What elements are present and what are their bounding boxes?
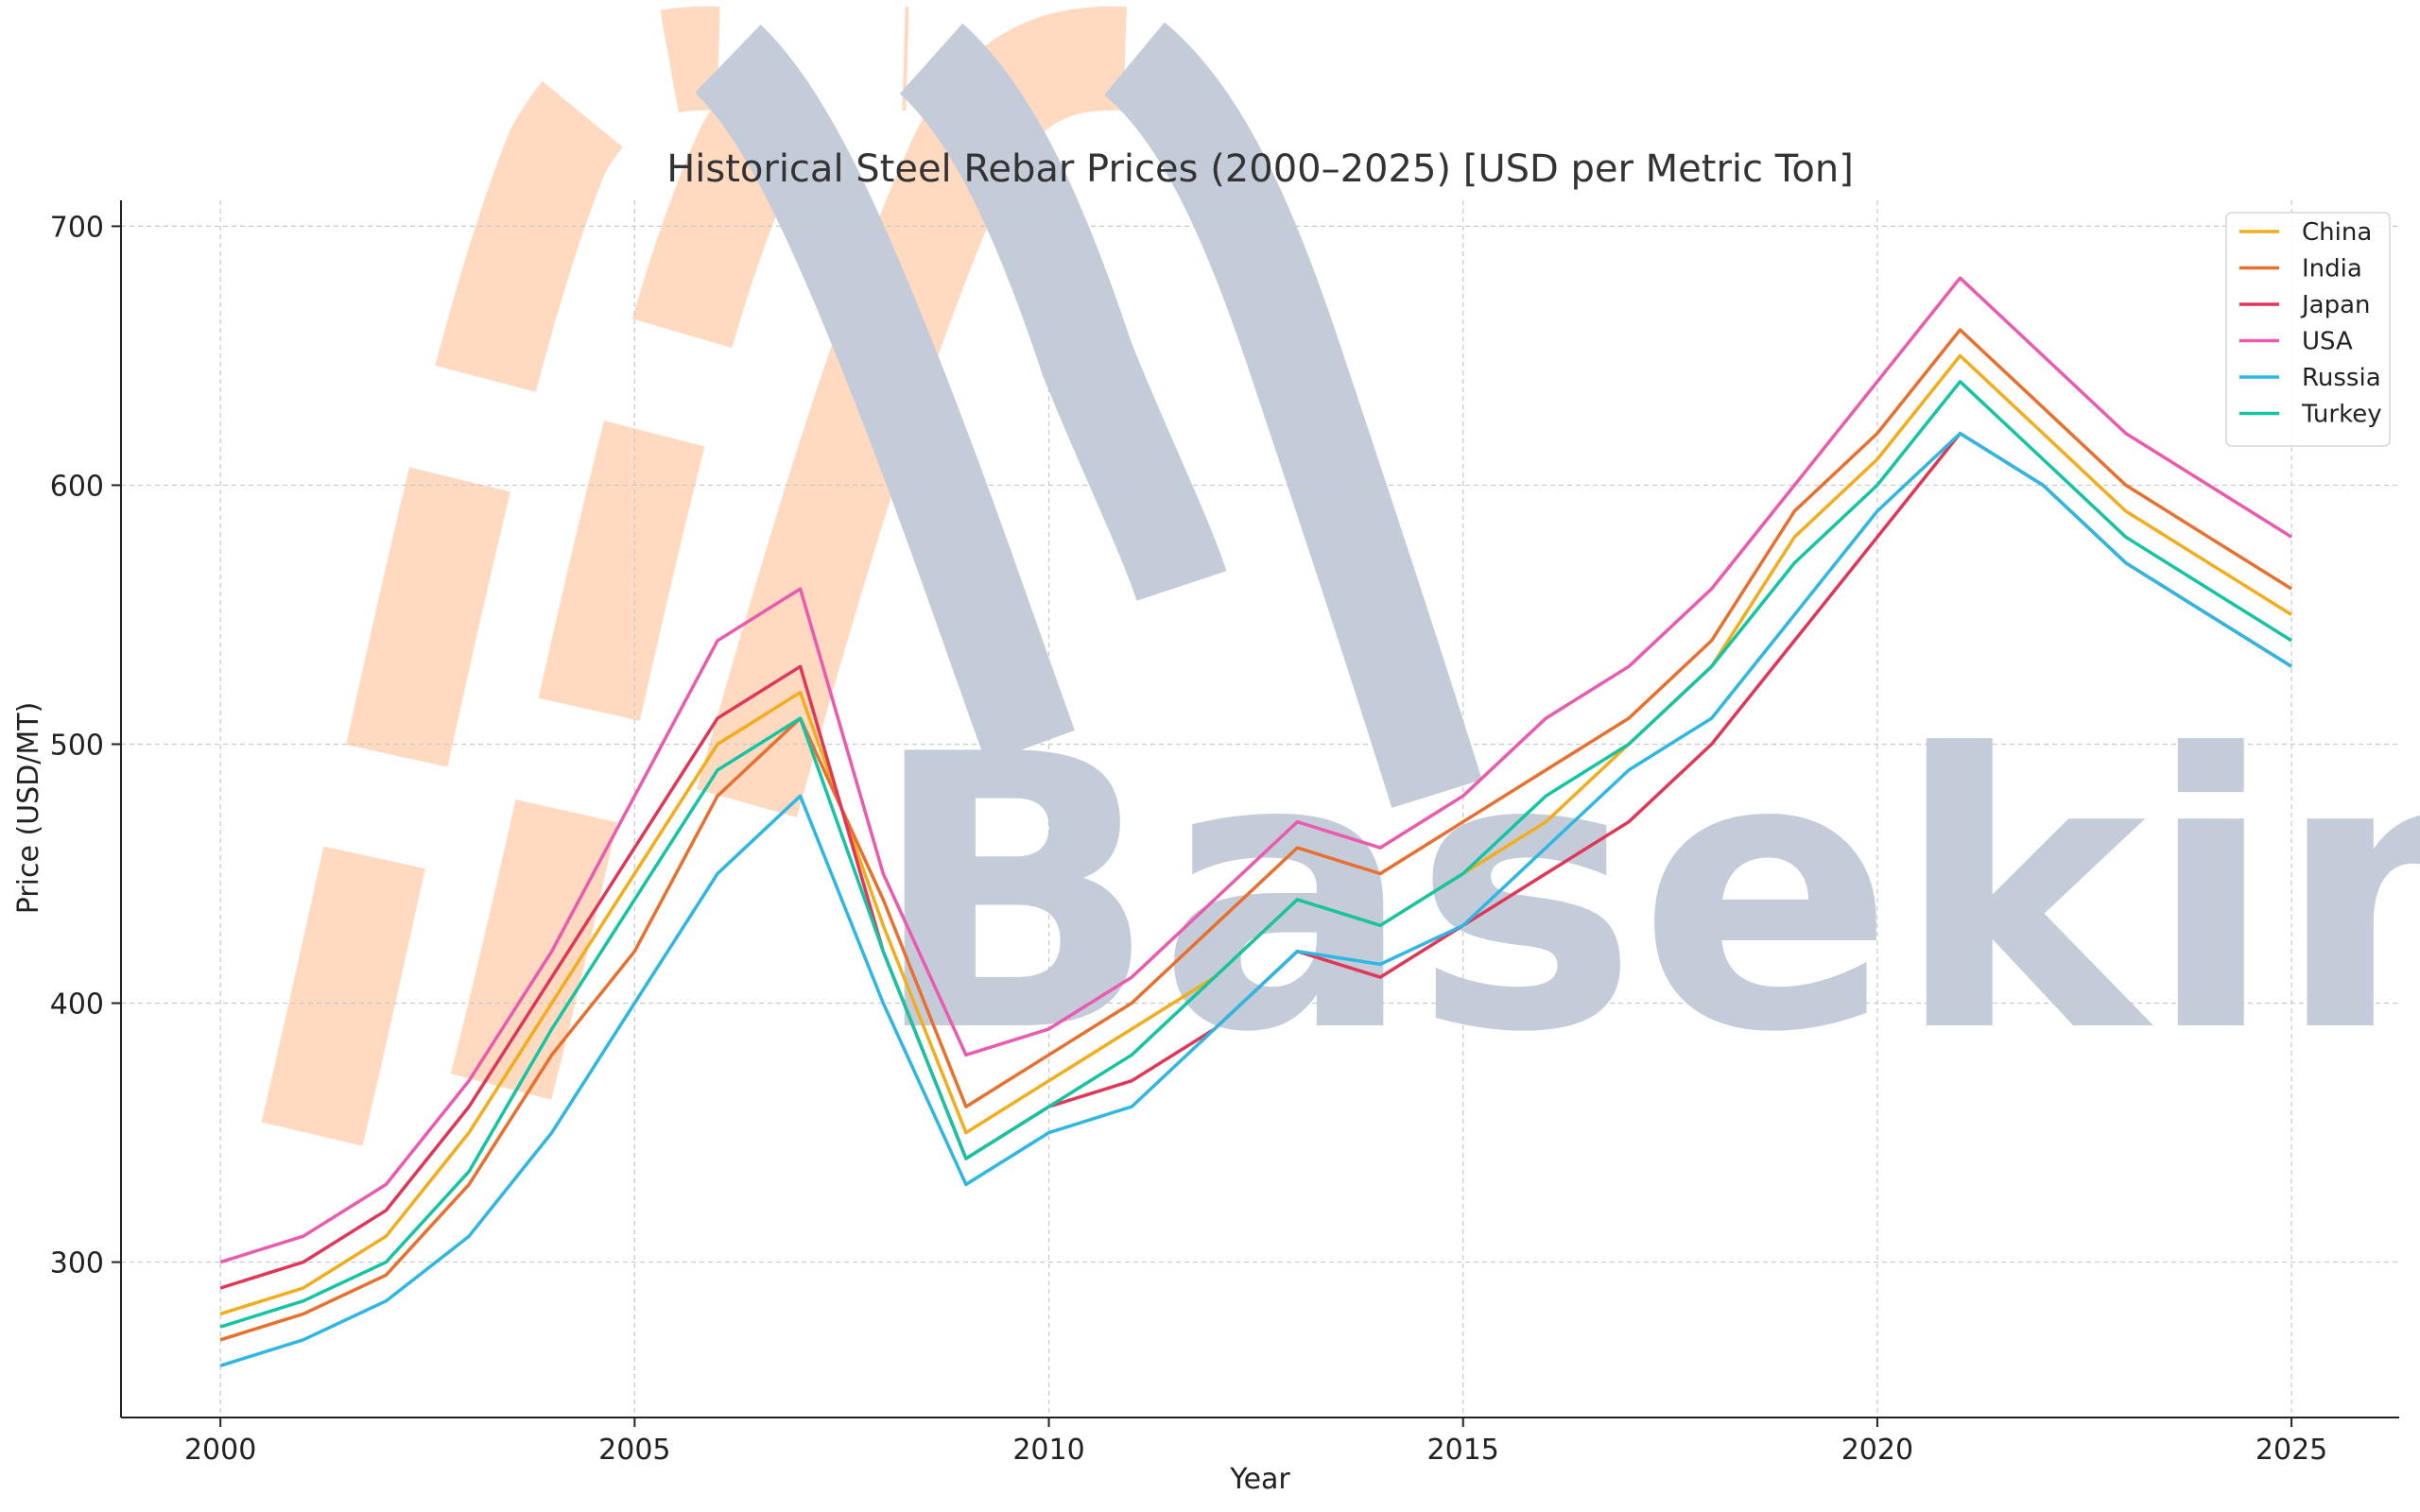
legend-label-usa: USA (2302, 328, 2353, 356)
y-tick-label: 700 (50, 211, 104, 244)
series-line-turkey (219, 380, 2293, 1329)
axes (120, 200, 2399, 1418)
x-axis-label: Year (1229, 1463, 1290, 1496)
watermark-text: Basekim (870, 676, 2420, 1115)
watermark-stripes (261, 6, 1482, 1146)
series-line-russia (219, 431, 2293, 1367)
y-tick-label: 400 (50, 988, 104, 1022)
chart-title: Historical Steel Rebar Prices (2000–2025… (666, 147, 1854, 191)
legend-label-china: China (2302, 218, 2372, 247)
x-tick-label: 2025 (2256, 1434, 2327, 1467)
series-line-usa (219, 276, 2293, 1264)
x-tick-label: 2015 (1427, 1434, 1499, 1467)
legend: China India Japan USA Russia Turkey (2225, 212, 2391, 447)
x-tick-label: 2010 (1012, 1434, 1084, 1467)
legend-label-india: India (2302, 255, 2362, 284)
grid (121, 200, 2399, 1418)
x-tick-label: 2020 (1841, 1434, 1913, 1467)
series-line-india (219, 328, 2293, 1342)
legend-box (2225, 212, 2391, 447)
x-tick-label: 2000 (184, 1434, 256, 1467)
legend-label-russia: Russia (2302, 364, 2381, 392)
legend-label-turkey: Turkey (2301, 401, 2382, 429)
y-tick-label: 500 (50, 729, 104, 762)
y-tick-label: 300 (50, 1247, 104, 1280)
legend-label-japan: Japan (2300, 291, 2371, 319)
y-axis-label: Price (USD/MT) (12, 702, 45, 915)
watermark-logo: Basekim (261, 6, 2420, 1146)
tick-labels: 2000 2005 2010 2015 2020 2025 300 400 500 600 700 (50, 211, 2328, 1467)
series-lines (219, 276, 2293, 1367)
x-tick-label: 2005 (598, 1434, 670, 1467)
y-tick-label: 600 (50, 470, 104, 503)
